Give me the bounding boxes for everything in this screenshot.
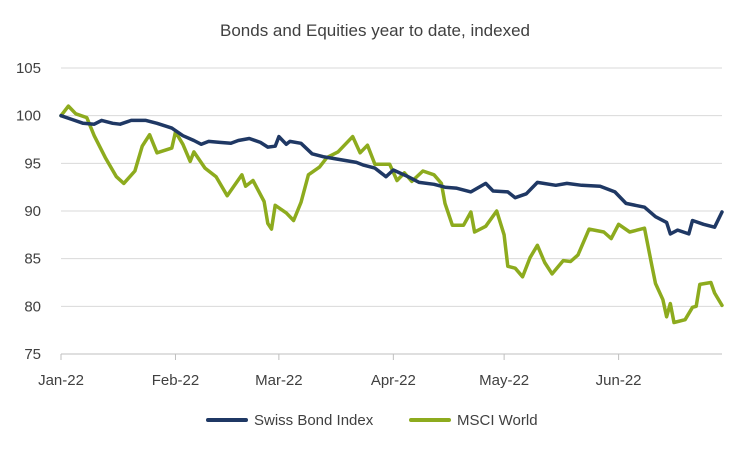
x-tick-label: Feb-22	[152, 372, 200, 389]
y-tick-label: 80	[24, 298, 41, 315]
chart-title: Bonds and Equities year to date, indexed	[220, 21, 530, 40]
legend-label-swiss-bond-index: Swiss Bond Index	[254, 412, 374, 429]
y-tick-label: 95	[24, 155, 41, 172]
x-tick-label: Apr-22	[371, 372, 416, 389]
legend-label-msci-world: MSCI World	[457, 412, 538, 429]
series-lines	[59, 104, 724, 325]
axes: 75 80 85 90 95 100 105 Jan-22 Feb-22 Mar-22 Apr-22…	[16, 60, 722, 389]
gridlines	[61, 67, 722, 307]
x-tick-label: Mar-22	[255, 372, 303, 389]
y-tick-label: 90	[24, 203, 41, 220]
legend: Swiss Bond Index MSCI World	[206, 412, 538, 429]
y-tick-label: 75	[24, 346, 41, 363]
x-tick-label: Jan-22	[38, 372, 84, 389]
x-tick-label: May-22	[479, 372, 529, 389]
series-line-msci-world	[59, 104, 724, 325]
series-line-swiss-bond-index	[59, 113, 724, 236]
y-tick-label: 100	[16, 108, 41, 125]
x-tick-label: Jun-22	[596, 372, 642, 389]
y-tick-label: 85	[24, 251, 41, 268]
y-tick-label: 105	[16, 60, 41, 77]
